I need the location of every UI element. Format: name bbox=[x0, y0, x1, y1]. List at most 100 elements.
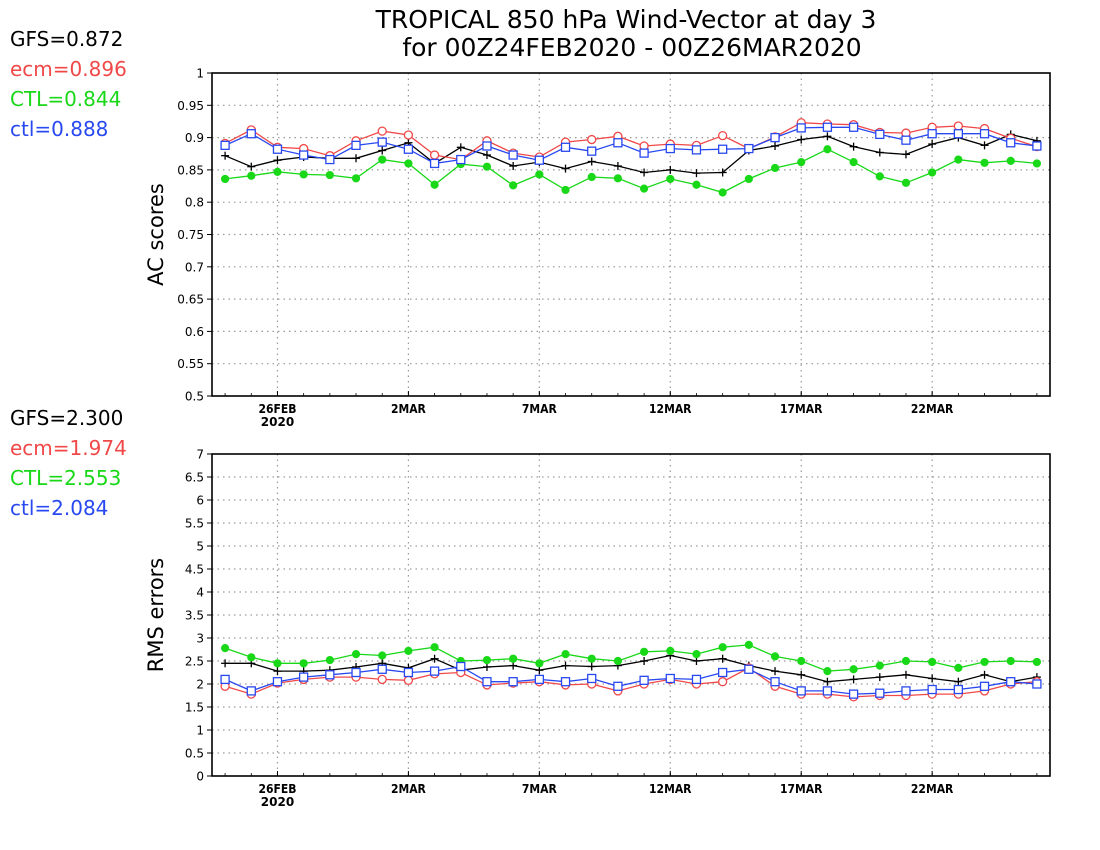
ac-point-ctl bbox=[980, 158, 989, 167]
ac-point-ctl bbox=[744, 143, 754, 154]
rms-point-ctl bbox=[587, 673, 597, 684]
rms-point-gfs bbox=[509, 661, 518, 670]
ac-xtick-label: 7MAR bbox=[522, 402, 558, 416]
ac-point-ecm bbox=[587, 134, 597, 145]
ac-point-gfs bbox=[849, 142, 858, 151]
rms-point-ctl bbox=[429, 666, 440, 676]
ac-point-gfs bbox=[613, 162, 622, 171]
rms-ytick-label: 4 bbox=[196, 586, 204, 600]
ac-point-ctl bbox=[561, 185, 570, 195]
rms-point-ctl bbox=[482, 677, 492, 687]
ac-point-ctl bbox=[665, 143, 675, 154]
ac-point-ctl bbox=[587, 146, 597, 156]
ac-point-ctl bbox=[875, 172, 884, 181]
rms-point-ctl bbox=[377, 664, 387, 674]
rms-point-gfs bbox=[640, 657, 649, 665]
rms-point-gfs bbox=[482, 662, 491, 671]
rms-point-ctl bbox=[220, 644, 230, 653]
ac-point-gfs bbox=[456, 143, 465, 152]
rms-point-ctl bbox=[666, 646, 675, 655]
ac-point-gfs bbox=[823, 132, 832, 141]
ac-point-ctl bbox=[927, 129, 937, 139]
rms-xtick-label: 12MAR bbox=[649, 782, 692, 796]
rms-point-ctl bbox=[456, 661, 466, 672]
rms-point-ctl bbox=[691, 674, 702, 685]
rms-point-gfs bbox=[692, 657, 701, 665]
ac-scores-panel: 0.5 0.55 0.6 0.65 0.7 0.75 0.8 0.85 0.9 0.95 1 26FE… bbox=[144, 67, 1051, 429]
ac-point-gfs bbox=[666, 165, 675, 174]
rms-point-ctl bbox=[246, 686, 256, 696]
rms-line-ecm bbox=[224, 667, 1037, 698]
ac-point-ctl bbox=[220, 140, 230, 151]
ac-point-ctl bbox=[509, 181, 518, 190]
rms-point-gfs bbox=[797, 670, 806, 679]
rms-point-ctl bbox=[639, 647, 649, 656]
rms-ytick-label: 2.5 bbox=[185, 655, 204, 669]
rms-point-ctl bbox=[665, 673, 675, 684]
ac-xtick-label: 2MAR bbox=[391, 402, 427, 416]
rms-point-ctl bbox=[744, 640, 753, 650]
ac-point-ctl bbox=[482, 162, 492, 171]
ac-point-ctl bbox=[247, 171, 256, 180]
rms-point-ctl bbox=[509, 654, 518, 663]
ac-point-ctl bbox=[430, 180, 439, 189]
rms-ytick-label: 5 bbox=[196, 540, 204, 554]
rms-point-ctl bbox=[718, 643, 727, 652]
ac-series-ecm bbox=[220, 118, 1042, 165]
rms-point-ctl bbox=[928, 657, 937, 667]
ac-point-ctl bbox=[508, 150, 518, 160]
ac-xtick-label: 12MAR bbox=[649, 402, 692, 416]
rms-point-ctl bbox=[980, 657, 989, 667]
ac-series-ctl bbox=[220, 145, 1042, 197]
rms-point-ctl bbox=[744, 664, 754, 674]
rms-point-ctl bbox=[718, 667, 728, 678]
ac-point-ctl bbox=[273, 167, 282, 176]
rms-point-gfs bbox=[823, 677, 832, 686]
rms-ytick-label: 6 bbox=[196, 494, 204, 508]
rms-point-ctl bbox=[404, 646, 413, 655]
ac-point-ctl bbox=[377, 137, 387, 147]
ac-point-ctl bbox=[587, 172, 596, 182]
rms-point-gfs bbox=[928, 674, 937, 683]
rms-point-ctl bbox=[639, 675, 649, 685]
ac-point-ctl bbox=[953, 129, 963, 139]
ac-ytick-label: 0.8 bbox=[185, 196, 204, 210]
rms-point-ctl bbox=[770, 677, 780, 687]
rms-point-ctl bbox=[1006, 656, 1015, 666]
rms-point-ctl bbox=[953, 684, 963, 695]
rms-point-ctl bbox=[299, 672, 309, 682]
ac-ytick-label: 0.85 bbox=[177, 163, 204, 177]
ac-point-gfs bbox=[273, 156, 282, 165]
rms-point-ctl bbox=[560, 677, 571, 687]
ac-point-ctl bbox=[692, 180, 701, 189]
rms-ytick-label: 6.5 bbox=[185, 471, 204, 485]
ac-point-ctl bbox=[770, 132, 780, 143]
ac-point-gfs bbox=[901, 150, 910, 159]
rms-point-ctl bbox=[378, 651, 387, 660]
ac-point-ctl bbox=[403, 144, 414, 154]
ac-point-gfs bbox=[980, 141, 989, 150]
ac-point-gfs bbox=[221, 151, 230, 160]
ac-point-ctl bbox=[351, 174, 361, 183]
ac-point-ecm bbox=[429, 150, 440, 160]
ac-point-ctl bbox=[639, 184, 649, 193]
ac-xtick-label: 22MAR bbox=[911, 402, 954, 416]
rms-point-gfs bbox=[535, 666, 544, 675]
rms-point-ctl bbox=[403, 667, 414, 678]
rms-point-gfs bbox=[875, 673, 884, 682]
ac-point-ctl bbox=[534, 155, 544, 165]
ac-ytick-label: 0.5 bbox=[185, 390, 204, 404]
rms-point-ctl bbox=[351, 667, 361, 678]
ac-point-ctl bbox=[220, 174, 230, 184]
ac-point-ctl bbox=[325, 154, 335, 165]
ac-point-ctl bbox=[1032, 141, 1042, 151]
rms-point-ctl bbox=[535, 659, 544, 668]
ac-ytick-label: 0.75 bbox=[177, 228, 204, 242]
ac-legend-ecm: ecm=0.896 bbox=[10, 57, 127, 81]
ac-legend-ctl-upper: CTL=0.844 bbox=[10, 87, 122, 111]
rms-point-ctl bbox=[822, 686, 833, 696]
ac-point-ctl bbox=[718, 144, 728, 154]
rms-ytick-label: 3 bbox=[196, 632, 204, 646]
rms-point-gfs bbox=[954, 677, 963, 686]
ac-point-ctl bbox=[848, 122, 859, 132]
